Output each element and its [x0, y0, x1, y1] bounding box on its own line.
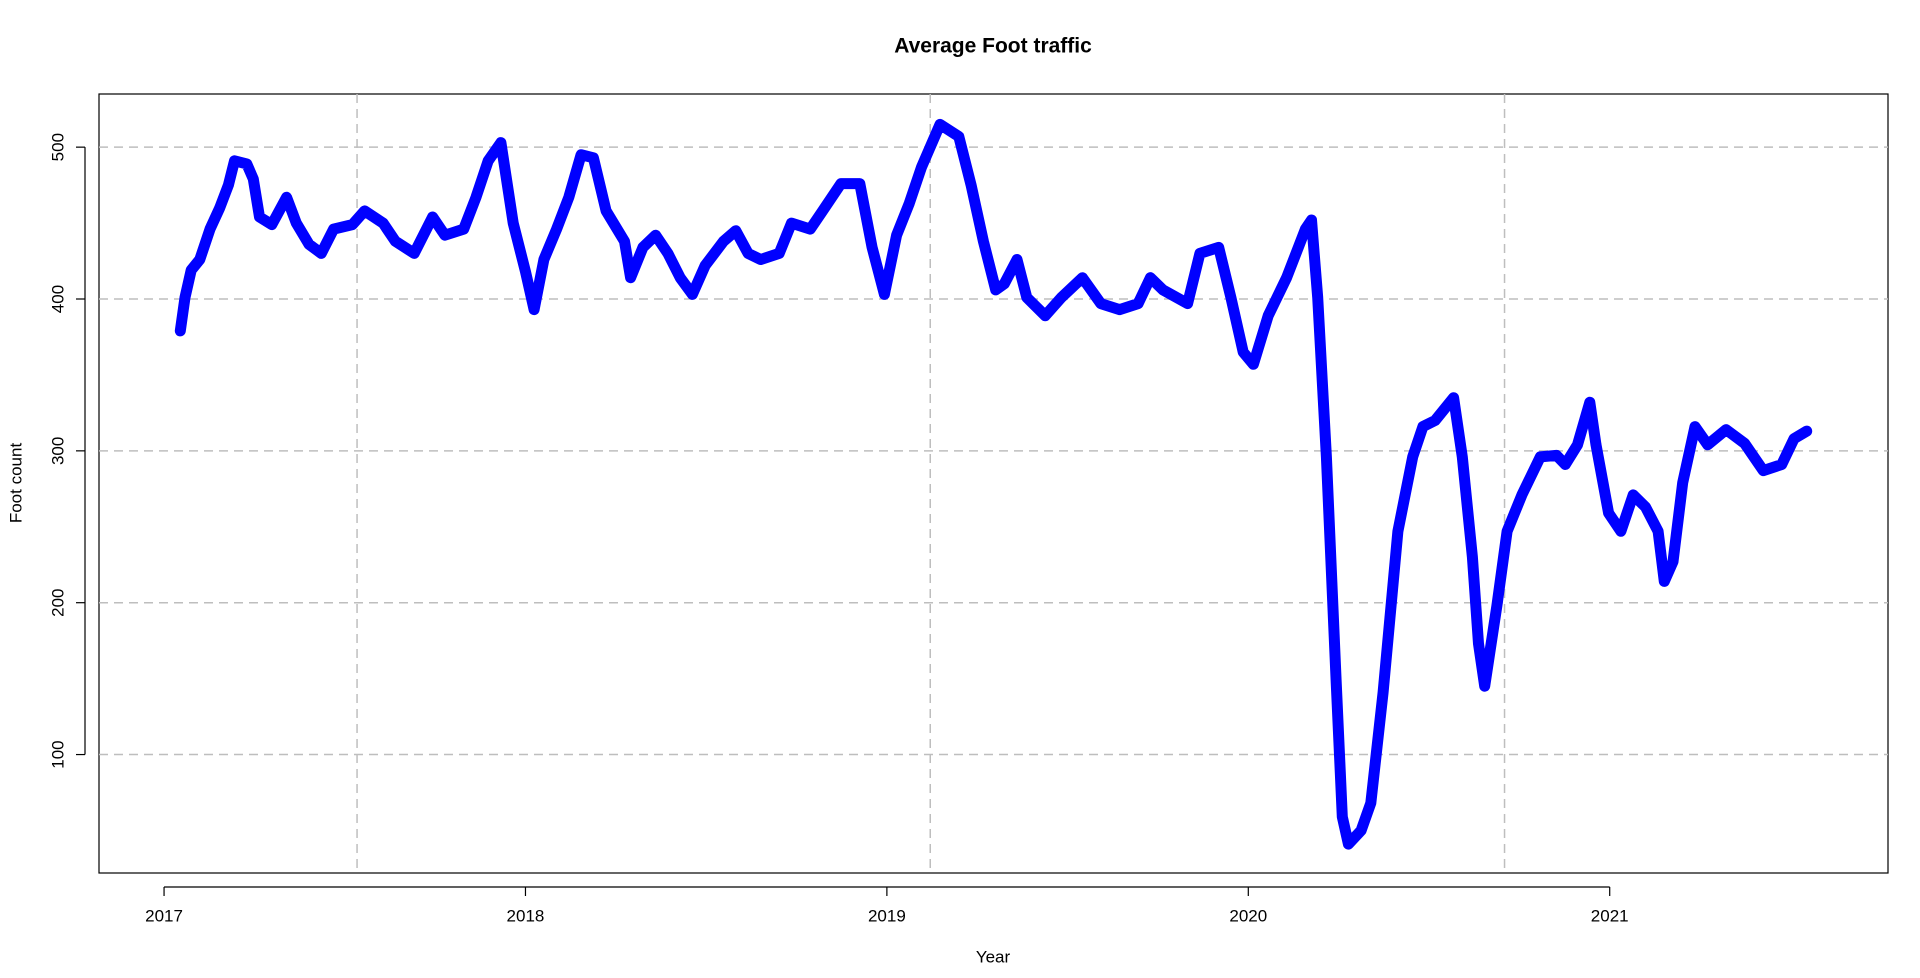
- data-line: [174, 118, 1813, 850]
- y-tick-label: 300: [48, 437, 67, 465]
- x-axis-label: Year: [976, 947, 1011, 966]
- chart-title: Average Foot traffic: [894, 35, 1092, 58]
- x-tick-label: 2017: [145, 906, 183, 925]
- x-tick-label: 2019: [868, 906, 906, 925]
- plot-box: [98, 93, 1889, 874]
- y-tick-label: 200: [48, 589, 67, 617]
- x-tick-label: 2018: [507, 906, 545, 925]
- y-tick-label: 400: [48, 285, 67, 313]
- x-tick-label: 2020: [1229, 906, 1267, 925]
- y-axis-label: Foot count: [6, 443, 25, 524]
- y-tick-label: 500: [48, 133, 67, 161]
- x-tick-label: 2021: [1591, 906, 1629, 925]
- y-tick-label: 100: [48, 740, 67, 768]
